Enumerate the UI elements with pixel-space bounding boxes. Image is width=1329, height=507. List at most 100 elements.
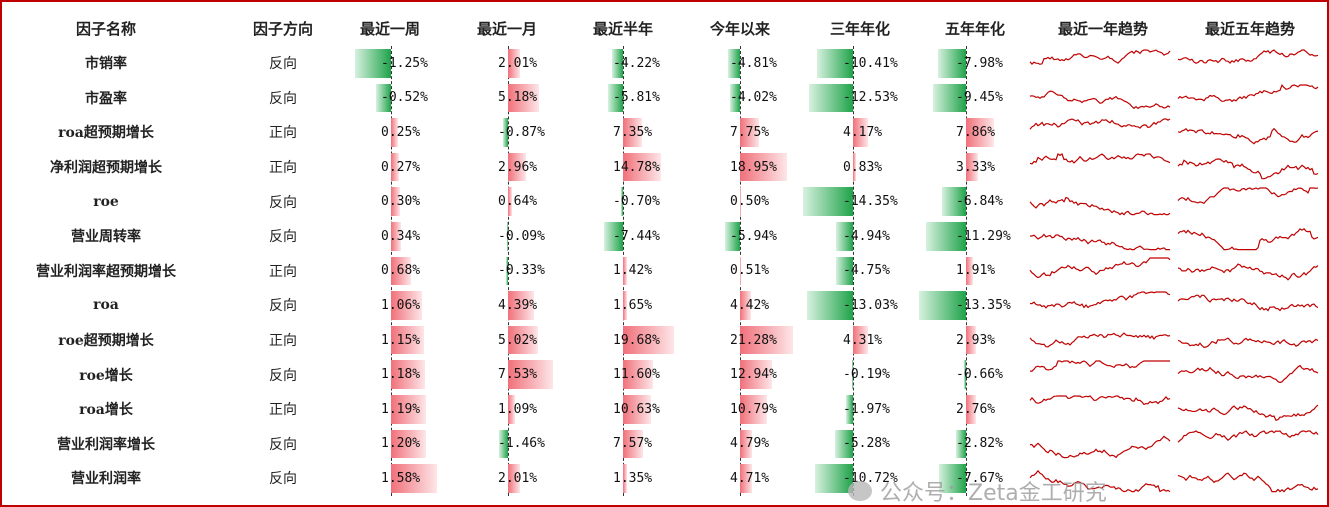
bar-five-year	[932, 83, 966, 113]
sparkline-1y	[1029, 256, 1171, 278]
value-month: 2.01%	[498, 55, 538, 71]
value-month: -0.87%	[498, 124, 545, 140]
value-five-year: -7.67%	[956, 470, 1003, 486]
value-month: 5.02%	[498, 332, 538, 348]
value-month: 7.53%	[498, 367, 538, 383]
header-direction: 因子方向	[252, 19, 313, 38]
value-week: 0.68%	[381, 263, 421, 279]
bar-week	[391, 464, 437, 493]
value-five-year: 1.91%	[956, 263, 996, 279]
bar-week	[391, 429, 426, 459]
trend-line	[1029, 49, 1171, 65]
header-5y-trend: 最近五年趋势	[1204, 19, 1295, 38]
bar-month	[508, 464, 521, 493]
value-three-year: 4.31%	[843, 332, 883, 348]
trend-line	[1029, 332, 1171, 348]
value-half-year: 1.65%	[613, 297, 653, 313]
value-five-year: -11.29%	[956, 228, 1011, 244]
header-6m: 最近半年	[592, 19, 653, 38]
sparkline-5y	[1177, 49, 1319, 64]
value-month: 0.64%	[498, 194, 538, 210]
sparkline-5y	[1177, 227, 1319, 251]
trend-line	[1177, 187, 1319, 205]
bar-half-year	[612, 49, 623, 78]
factor-direction: 正向	[269, 125, 297, 142]
header-5y: 五年年化	[944, 19, 1005, 38]
value-week: 1.15%	[381, 332, 421, 348]
value-ytd: 4.42%	[730, 297, 770, 313]
sparkline-5y	[1177, 187, 1319, 205]
bar-month	[508, 395, 515, 424]
value-half-year: 11.60%	[613, 367, 660, 383]
trend-line	[1029, 395, 1171, 406]
trend-line	[1029, 256, 1171, 278]
trend-line	[1177, 337, 1319, 348]
factor-name: roe增长	[79, 367, 133, 384]
bar-five-year	[966, 395, 976, 424]
bar-three-year	[835, 222, 853, 251]
bar-three-year	[853, 325, 869, 355]
value-five-year: -0.66%	[956, 367, 1003, 383]
bar-ytd	[740, 152, 788, 182]
bar-ytd	[740, 291, 752, 320]
trend-line	[1177, 83, 1319, 102]
bar-week	[391, 325, 425, 355]
value-three-year: -4.94%	[843, 228, 890, 244]
sparkline-1y	[1029, 152, 1171, 165]
axis-three-year	[853, 46, 854, 496]
value-half-year: 14.78%	[613, 159, 660, 175]
trend-line	[1029, 470, 1171, 493]
value-week: 1.20%	[381, 436, 421, 452]
value-three-year: -13.03%	[843, 297, 898, 313]
bar-ytd	[729, 83, 740, 113]
bar-three-year	[815, 464, 853, 493]
factor-direction: 反向	[269, 298, 297, 315]
bar-five-year	[966, 118, 994, 147]
factor-direction: 正向	[269, 263, 297, 280]
trend-line	[1029, 197, 1171, 216]
value-week: 0.27%	[381, 159, 421, 175]
value-week: 1.06%	[381, 297, 421, 313]
bar-ytd	[740, 395, 767, 424]
sparkline-5y	[1177, 365, 1319, 384]
value-five-year: -9.45%	[956, 90, 1003, 106]
trend-line	[1029, 233, 1170, 251]
value-month: 1.09%	[498, 401, 538, 417]
bar-five-year	[919, 291, 966, 320]
trend-line	[1177, 429, 1319, 443]
trend-line	[1177, 365, 1319, 384]
sparkline-5y	[1177, 404, 1319, 422]
bar-three-year	[836, 256, 853, 286]
factor-direction: 反向	[269, 194, 297, 211]
trend-line	[1177, 294, 1319, 312]
value-three-year: 0.83%	[843, 159, 883, 175]
value-ytd: -4.81%	[730, 55, 777, 71]
value-month: 5.18%	[498, 90, 538, 106]
bar-half-year	[623, 429, 643, 459]
bar-ytd	[740, 256, 742, 286]
bar-week	[354, 49, 391, 78]
bar-half-year	[623, 464, 627, 493]
bar-five-year	[956, 429, 966, 459]
bar-week	[391, 291, 422, 320]
value-ytd: 0.50%	[730, 194, 770, 210]
bar-half-year	[623, 256, 627, 286]
value-week: 0.30%	[381, 194, 421, 210]
sparkline-1y	[1029, 90, 1171, 109]
bar-ytd	[727, 49, 740, 78]
bar-three-year	[803, 187, 853, 216]
factor-name: 营业周转率	[71, 229, 141, 246]
sparkline-1y	[1029, 49, 1171, 65]
bar-month	[507, 222, 508, 251]
value-week: 1.19%	[381, 401, 421, 417]
trend-line	[1030, 360, 1170, 373]
trend-line	[1177, 262, 1319, 281]
value-five-year: -13.35%	[956, 297, 1011, 313]
trend-line	[1177, 49, 1319, 64]
value-ytd: 7.75%	[730, 124, 770, 140]
factor-name: roa增长	[79, 402, 133, 419]
trend-line	[1029, 291, 1171, 309]
bar-month	[499, 429, 508, 459]
bar-five-year	[963, 360, 966, 389]
bar-half-year	[603, 222, 623, 251]
